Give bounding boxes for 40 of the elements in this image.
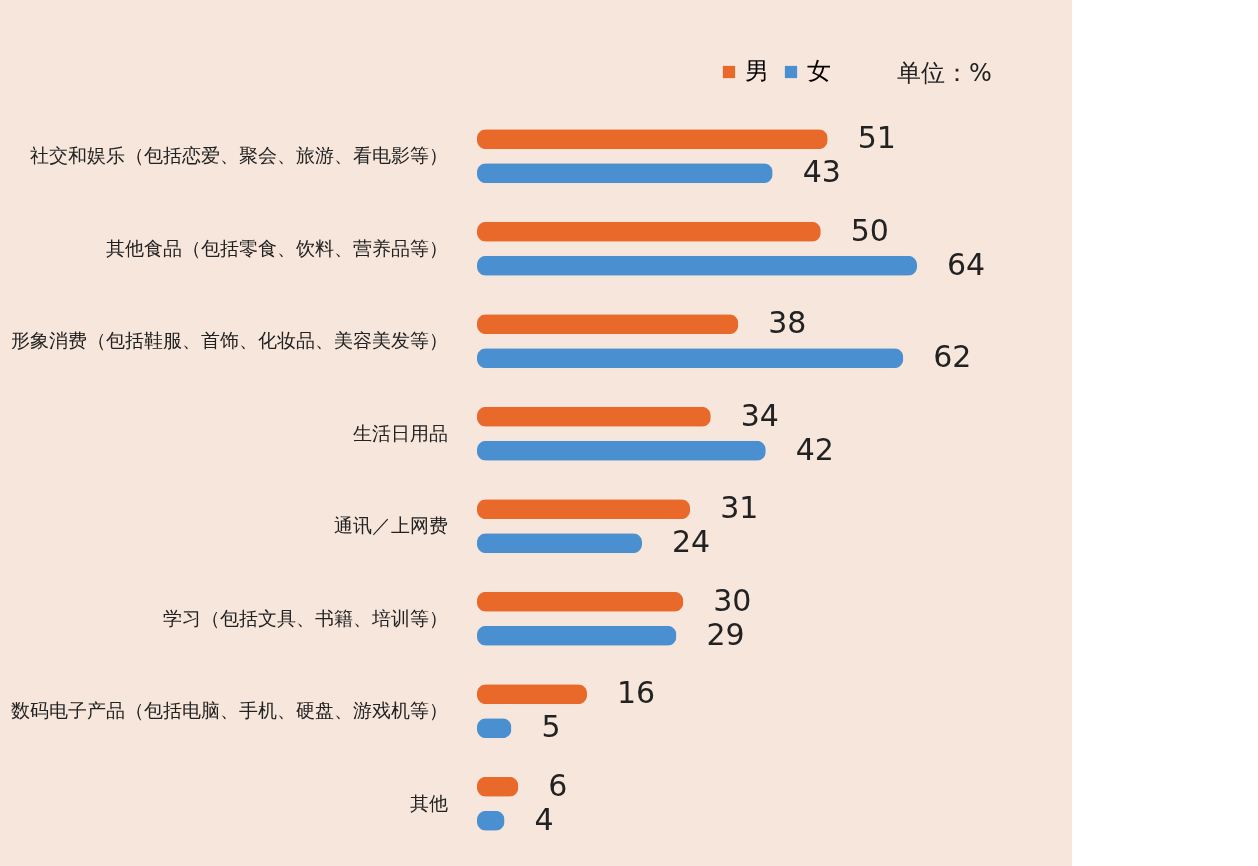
bar xyxy=(477,221,821,242)
bar xyxy=(477,533,642,554)
bar xyxy=(477,163,773,184)
data-label: 5 xyxy=(541,709,561,745)
bar xyxy=(477,591,684,612)
data-label: 24 xyxy=(672,524,711,560)
bar xyxy=(477,406,711,427)
data-label: 43 xyxy=(802,154,841,190)
data-label: 16 xyxy=(617,675,656,711)
data-label: 62 xyxy=(933,339,972,375)
data-label: 51 xyxy=(857,120,896,156)
y-tick-label: 通讯／上网费 xyxy=(333,514,448,537)
data-label: 64 xyxy=(947,246,986,282)
y-tick-label: 数码电子产品（包括电脑、手机、硬盘、游戏机等） xyxy=(10,699,448,722)
bar xyxy=(477,314,739,335)
y-tick-label: 社交和娱乐（包括恋爱、聚会、旅游、看电影等） xyxy=(29,144,448,167)
data-label: 6 xyxy=(548,767,568,803)
data-label: 29 xyxy=(706,616,745,652)
data-label: 50 xyxy=(850,212,889,248)
data-label: 30 xyxy=(713,582,752,618)
y-tick-label: 学习（包括文具、书籍、培训等） xyxy=(162,606,448,629)
data-label: 42 xyxy=(795,431,834,467)
y-tick-label: 其他食品（包括零食、饮料、营养品等） xyxy=(105,236,448,259)
bar xyxy=(477,625,677,646)
bar xyxy=(477,255,917,276)
y-tick-label: 形象消费（包括鞋服、首饰、化妆品、美容美发等） xyxy=(10,329,448,352)
bar xyxy=(477,684,587,705)
data-label: 34 xyxy=(740,397,779,433)
data-label: 4 xyxy=(534,801,554,837)
bar xyxy=(477,348,904,369)
legend-label: 女 xyxy=(807,57,831,85)
bar xyxy=(477,440,766,461)
legend-label: 男 xyxy=(745,57,769,85)
data-label: 38 xyxy=(768,305,807,341)
text: 单位：% xyxy=(897,59,992,87)
bar xyxy=(477,499,691,520)
y-tick-label: 其他 xyxy=(409,791,448,814)
bar xyxy=(477,129,828,150)
data-label: 31 xyxy=(720,490,759,526)
y-tick-label: 生活日用品 xyxy=(352,421,448,444)
